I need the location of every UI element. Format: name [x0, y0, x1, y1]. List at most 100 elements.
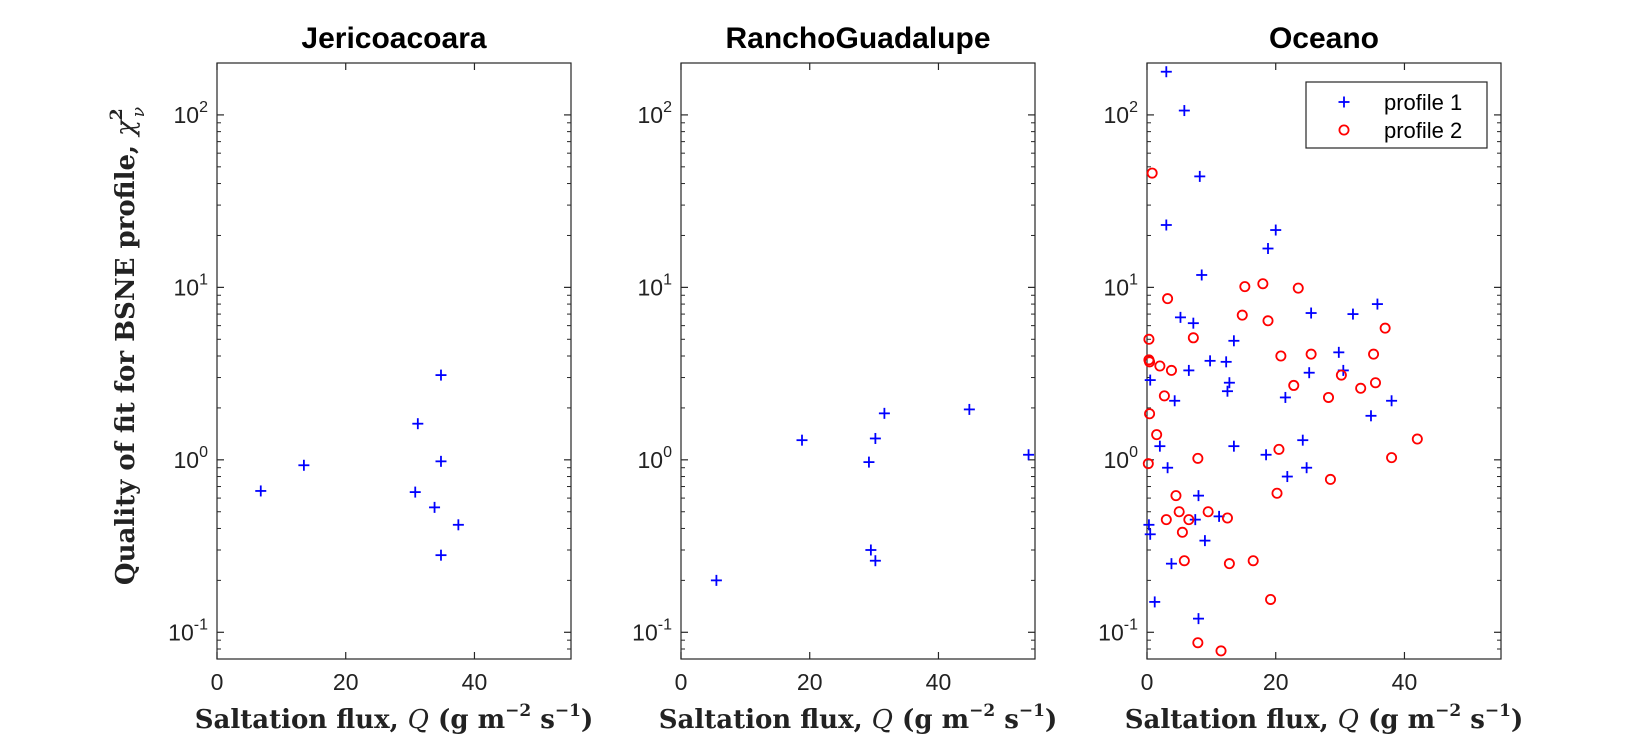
- data-point-profile-2: [1257, 278, 1269, 290]
- data-point-profile-1: [298, 459, 310, 471]
- data-point-profile-1: [1262, 243, 1274, 255]
- y-tick-label: 10-1: [1098, 616, 1138, 645]
- y-tick-label: 102: [1104, 99, 1139, 128]
- legend: profile 1 profile 2: [1305, 81, 1488, 149]
- x-tick-label: 20: [333, 669, 359, 695]
- y-tick-label: 101: [174, 271, 209, 300]
- data-point-profile-2: [1143, 333, 1155, 345]
- x-tick-label: 40: [926, 669, 952, 695]
- data-point-profile-1: [1305, 307, 1317, 319]
- subplot-title: RanchoGuadalupe: [725, 22, 990, 55]
- data-point-profile-1: [435, 549, 447, 561]
- x-tick-label: 40: [1392, 669, 1418, 695]
- data-point-profile-1: [796, 434, 808, 446]
- legend-marker: [1338, 124, 1350, 136]
- data-point-profile-1: [255, 485, 267, 497]
- data-point-profile-2: [1262, 315, 1274, 327]
- data-point-profile-1: [869, 432, 881, 444]
- data-point-profile-1: [1160, 219, 1172, 231]
- data-point-profile-2: [1146, 167, 1158, 179]
- data-point-profile-1: [1365, 410, 1377, 422]
- data-point-profile-2: [1215, 645, 1227, 657]
- y-tick-label: 10-1: [632, 616, 672, 645]
- data-point-profile-2: [1324, 473, 1336, 485]
- data-point-profile-1: [1220, 356, 1232, 368]
- data-point-profile-2: [1162, 293, 1174, 305]
- data-point-profile-2: [1151, 429, 1163, 441]
- data-point-profile-1: [1187, 317, 1199, 329]
- data-point-profile-1: [878, 407, 890, 419]
- data-point-profile-1: [452, 519, 464, 531]
- data-point-profile-1: [1297, 434, 1309, 446]
- data-point-profile-2: [1288, 379, 1300, 391]
- data-point-profile-2: [1160, 514, 1172, 526]
- data-point-profile-2: [1411, 433, 1423, 445]
- y-axis-label: Quality of fit for BSNE profile, χ2 ν: [107, 107, 149, 585]
- data-point-profile-2: [1386, 452, 1398, 464]
- x-axis-label: Saltation flux, Q (g m−2 s−1): [195, 701, 594, 735]
- data-point-profile-2: [1273, 443, 1285, 455]
- x-tick-label: 40: [462, 669, 488, 695]
- data-point-profile-1: [869, 555, 881, 567]
- data-point-profile-1: [1144, 374, 1156, 386]
- data-point-profile-2: [1335, 369, 1347, 381]
- x-tick-label: 0: [211, 669, 224, 695]
- data-point-profile-1: [1169, 395, 1181, 407]
- data-point-profile-1: [412, 418, 424, 430]
- data-point-profile-1: [1194, 170, 1206, 182]
- subplot-1: Jericoacoara 0 20 40 10-1 100 101 102 Saltation …: [168, 22, 593, 735]
- data-point-profile-1: [1228, 335, 1240, 347]
- data-point-profile-1: [710, 574, 722, 586]
- data-point-profile-1: [1371, 298, 1383, 310]
- data-point-profile-2: [1292, 282, 1304, 294]
- x-tick-label: 20: [797, 669, 823, 695]
- x-axis-label: Saltation flux, Q (g m−2 s−1): [659, 701, 1058, 735]
- legend-box: [1305, 81, 1488, 149]
- y-tick-label: 100: [174, 444, 209, 473]
- data-point-profile-2: [1323, 391, 1335, 403]
- data-point-profile-2: [1355, 382, 1367, 394]
- data-point-profile-1: [1192, 490, 1204, 502]
- data-point-profile-2: [1239, 281, 1251, 293]
- data-point-profile-1: [1301, 462, 1313, 474]
- subplot-panels: Jericoacoara 0 20 40 10-1 100 101 102 Saltation …: [168, 22, 1523, 735]
- data-point-profile-1: [1279, 391, 1291, 403]
- data-point-profile-1: [1154, 440, 1166, 452]
- data-point-profile-1: [435, 455, 447, 467]
- data-point-profile-2: [1183, 514, 1195, 526]
- data-point-profile-2: [1275, 350, 1287, 362]
- subplot-title: Jericoacoara: [301, 22, 486, 55]
- data-point-profile-2: [1265, 593, 1277, 605]
- data-point-profile-2: [1170, 490, 1182, 502]
- data-point-profile-1: [1174, 311, 1186, 323]
- data-point-profile-1: [435, 369, 447, 381]
- data-point-profile-2: [1173, 506, 1185, 518]
- data-point-profile-2: [1176, 526, 1188, 538]
- data-point-profile-1: [865, 544, 877, 556]
- x-tick-label: 0: [675, 669, 688, 695]
- data-point-profile-1: [1223, 377, 1235, 389]
- legend-label: profile 2: [1384, 118, 1462, 143]
- data-point-profile-1: [1303, 367, 1315, 379]
- data-point-profile-1: [1347, 308, 1359, 320]
- data-point-profile-1: [429, 501, 441, 513]
- data-point-profile-2: [1142, 458, 1154, 470]
- data-point-profile-2: [1165, 364, 1177, 376]
- data-point-profile-2: [1247, 555, 1259, 567]
- data-point-profile-2: [1236, 309, 1248, 321]
- data-point-profile-2: [1221, 512, 1233, 524]
- data-point-profile-1: [1270, 224, 1282, 236]
- data-point-profile-2: [1271, 487, 1283, 499]
- y-tick-label: 10-1: [168, 616, 208, 645]
- data-point-profile-1: [1162, 462, 1174, 474]
- data-point-profile-1: [409, 486, 421, 498]
- data-point-profile-2: [1379, 322, 1391, 334]
- data-point-profile-1: [1221, 385, 1233, 397]
- data-point-profile-1: [863, 456, 875, 468]
- data-point-profile-2: [1369, 377, 1381, 389]
- y-tick-label: 100: [1104, 444, 1139, 473]
- subplot-2: RanchoGuadalupe 0 20 40 10-1 100 101 102 Saltati…: [632, 22, 1057, 735]
- data-point-profile-2: [1368, 348, 1380, 360]
- data-point-profile-1: [1386, 395, 1398, 407]
